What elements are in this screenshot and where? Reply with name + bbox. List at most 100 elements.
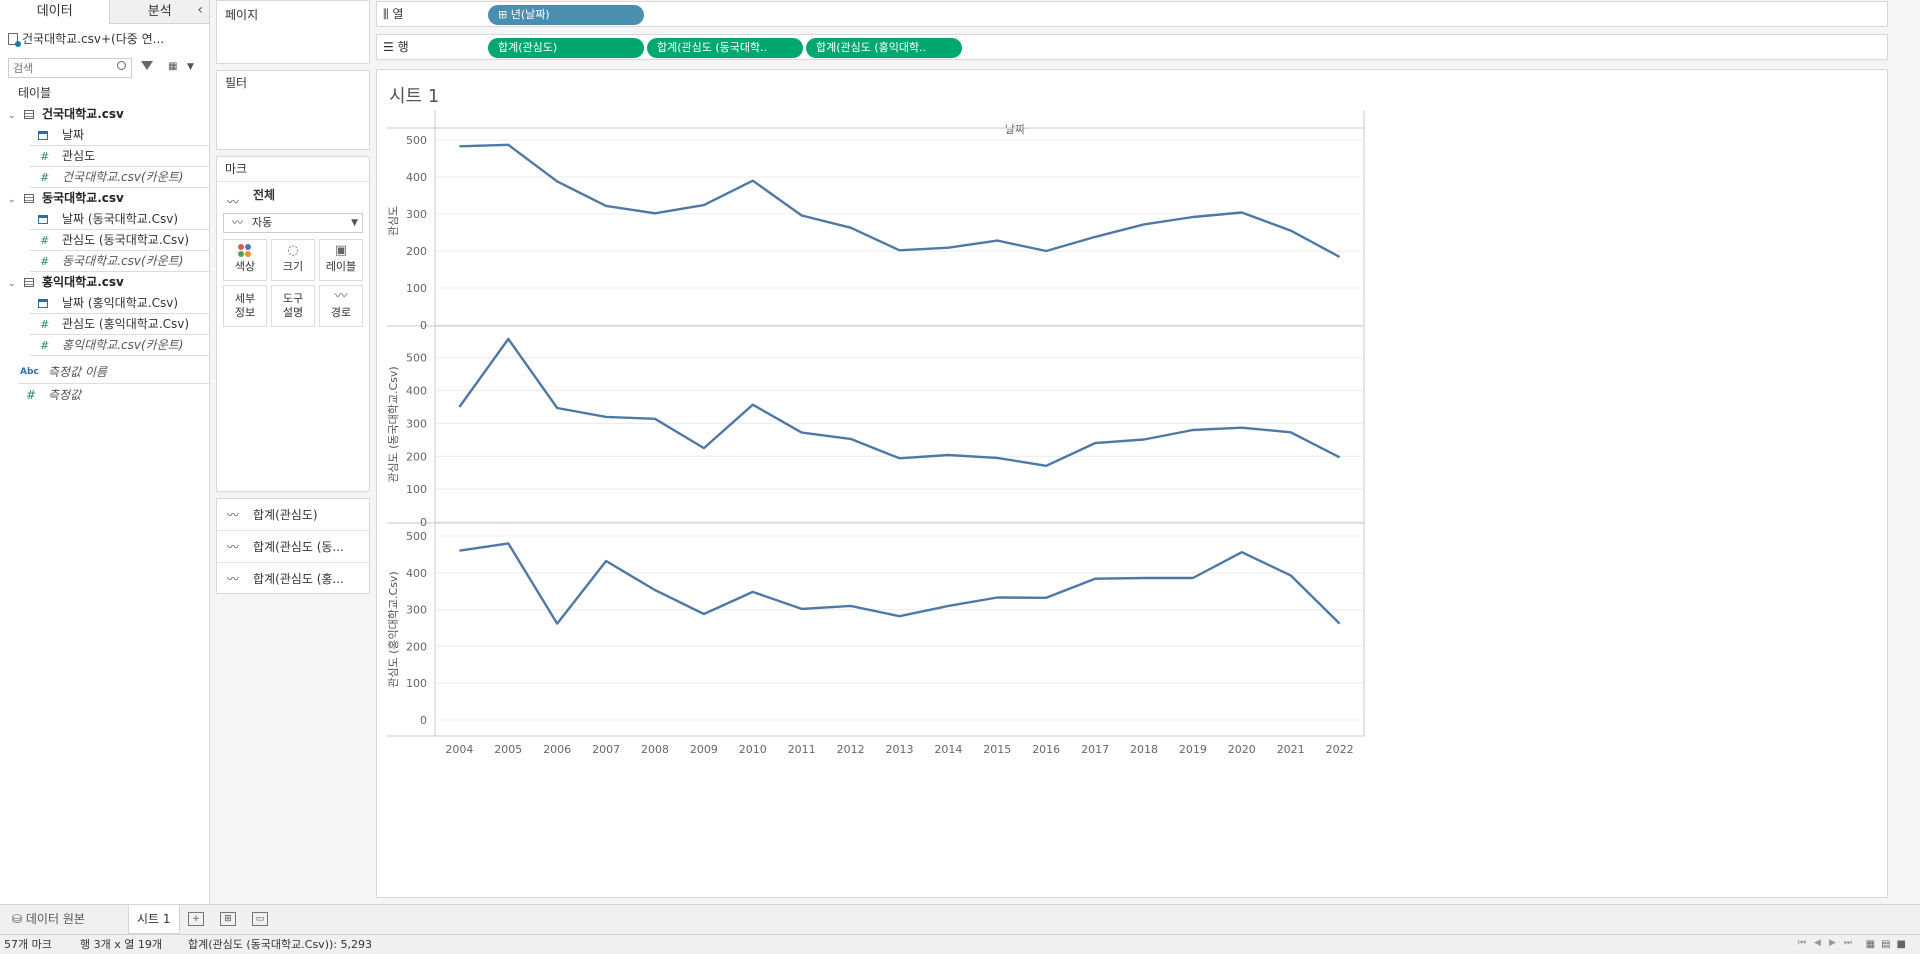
rows-pill-3[interactable]: 합계(관심도 (홍익대학.. <box>806 38 962 58</box>
data-point[interactable] <box>456 143 462 149</box>
new-dashboard-icon[interactable]: ⊞ <box>220 912 236 926</box>
data-point[interactable] <box>554 405 560 411</box>
tooltip-button[interactable]: 도구 설명 <box>271 285 315 327</box>
data-point[interactable] <box>799 213 805 219</box>
field-item[interactable]: # 관심도 <box>30 146 209 167</box>
data-point[interactable] <box>1141 575 1147 581</box>
label-button[interactable]: ▣ 레이블 <box>319 239 363 281</box>
data-point[interactable] <box>799 606 805 612</box>
columns-pill-year-date[interactable]: ⊞ 년(날짜) <box>488 5 644 25</box>
data-point[interactable] <box>505 142 511 148</box>
data-point[interactable] <box>505 540 511 546</box>
field-item[interactable]: # 관심도 (동국대학교.Csv) <box>30 230 209 251</box>
sheet-nav-icons[interactable]: ⏮◀▶⏭ <box>1797 938 1860 948</box>
mark-pill-1[interactable]: 〰 합계(관심도) <box>217 498 369 530</box>
data-point[interactable] <box>897 247 903 253</box>
mark-pill-3[interactable]: 〰 합계(관심도 (홍... <box>217 562 369 594</box>
data-point[interactable] <box>1239 425 1245 431</box>
data-point[interactable] <box>1043 595 1049 601</box>
data-point[interactable] <box>750 178 756 184</box>
data-point[interactable] <box>897 455 903 461</box>
columns-shelf[interactable]: ⫼ 열 ⊞ 년(날짜) <box>376 1 1888 27</box>
data-point[interactable] <box>1288 572 1294 578</box>
tab-data[interactable]: 데이터 <box>0 0 110 24</box>
rows-shelf[interactable]: ☰ 행 합계(관심도) 합계(관심도 (동국대학.. 합계(관심도 (홍익대학.… <box>376 34 1888 60</box>
table-header[interactable]: ⌄ 홍익대학교.csv <box>0 272 209 293</box>
chevron-down-icon[interactable]: ▼ <box>187 62 194 72</box>
data-point[interactable] <box>1190 575 1196 581</box>
field-item[interactable]: # 홍익대학교.csv(카운트) <box>30 335 209 356</box>
new-story-icon[interactable]: ▭ <box>252 912 268 926</box>
data-point[interactable] <box>750 589 756 595</box>
new-sheet-icon[interactable]: + <box>188 912 204 926</box>
field-item[interactable]: # 건국대학교.csv(카운트) <box>30 167 209 188</box>
data-point[interactable] <box>1337 621 1343 627</box>
field-item[interactable]: # 관심도 (홍익대학교.Csv) <box>30 314 209 335</box>
data-point[interactable] <box>848 436 854 442</box>
datasource-tab[interactable]: ⛁ 데이터 원본 <box>12 912 85 926</box>
data-point[interactable] <box>945 603 951 609</box>
data-point[interactable] <box>1043 248 1049 254</box>
filters-card[interactable]: 필터 <box>216 70 370 150</box>
search-input[interactable] <box>8 58 132 78</box>
data-point[interactable] <box>848 225 854 231</box>
data-point[interactable] <box>505 336 511 342</box>
data-point[interactable] <box>848 603 854 609</box>
color-button[interactable]: 색상 <box>223 239 267 281</box>
data-point[interactable] <box>456 404 462 410</box>
data-point[interactable] <box>1288 228 1294 234</box>
data-point[interactable] <box>652 416 658 422</box>
data-point[interactable] <box>1337 254 1343 260</box>
data-point[interactable] <box>603 414 609 420</box>
data-point[interactable] <box>1337 454 1343 460</box>
data-point[interactable] <box>554 178 560 184</box>
data-point[interactable] <box>1239 210 1245 216</box>
data-point[interactable] <box>603 203 609 209</box>
path-button[interactable]: 〰 경로 <box>319 285 363 327</box>
field-item[interactable]: 날짜 <box>30 125 209 146</box>
data-point[interactable] <box>1141 221 1147 227</box>
list-view-icon[interactable]: ▦ <box>168 61 178 72</box>
mark-type-select[interactable]: 〰 자동 ▼ <box>223 213 363 233</box>
data-point[interactable] <box>652 587 658 593</box>
data-point[interactable] <box>897 613 903 619</box>
data-point[interactable] <box>1092 440 1098 446</box>
series-line[interactable] <box>458 337 1341 467</box>
filter-icon[interactable] <box>141 61 153 70</box>
data-point[interactable] <box>750 402 756 408</box>
mark-pill-2[interactable]: 〰 합계(관심도 (동... <box>217 530 369 562</box>
data-point[interactable] <box>945 245 951 251</box>
sheet-tab-1[interactable]: 시트 1 <box>128 905 180 934</box>
rows-pill-1[interactable]: 합계(관심도) <box>488 38 644 58</box>
data-point[interactable] <box>1239 549 1245 555</box>
series-line[interactable] <box>459 143 1341 258</box>
field-item[interactable]: 날짜 (동국대학교.Csv) <box>30 209 209 230</box>
data-point[interactable] <box>701 445 707 451</box>
pages-card[interactable]: 페이지 <box>216 0 370 64</box>
data-point[interactable] <box>1092 234 1098 240</box>
data-point[interactable] <box>994 595 1000 601</box>
data-point[interactable] <box>994 238 1000 244</box>
data-point[interactable] <box>603 558 609 564</box>
search-icon[interactable] <box>117 61 126 70</box>
data-point[interactable] <box>994 455 1000 461</box>
field-item[interactable]: 날짜 (홍익대학교.Csv) <box>30 293 209 314</box>
measure-values-field[interactable]: # 측정값 <box>0 384 209 406</box>
table-header[interactable]: ⌄ 동국대학교.csv <box>0 188 209 209</box>
data-point[interactable] <box>701 611 707 617</box>
data-point[interactable] <box>945 452 951 458</box>
data-point[interactable] <box>1043 463 1049 469</box>
series-line[interactable] <box>459 542 1341 625</box>
data-point[interactable] <box>1141 437 1147 443</box>
sheet-view-icons[interactable]: ▦▤■ <box>1865 939 1912 950</box>
data-point[interactable] <box>554 621 560 627</box>
measure-names-field[interactable]: Abc 측정값 이름 <box>18 360 209 384</box>
size-button[interactable]: ◌ 크기 <box>271 239 315 281</box>
data-point[interactable] <box>1190 214 1196 220</box>
data-point[interactable] <box>1190 427 1196 433</box>
tab-analysis[interactable]: 분석 <box>109 0 209 24</box>
data-point[interactable] <box>456 548 462 554</box>
collapse-pane-icon[interactable]: ‹ <box>197 2 203 18</box>
data-point[interactable] <box>799 430 805 436</box>
data-point[interactable] <box>1288 429 1294 435</box>
